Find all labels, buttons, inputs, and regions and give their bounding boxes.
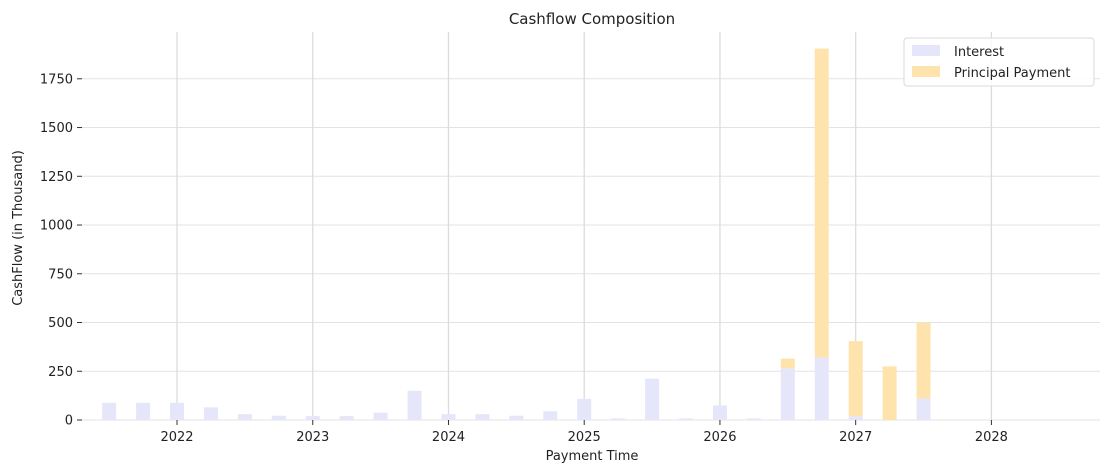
x-tick-label: 2023 — [296, 430, 329, 445]
x-tick-label: 2026 — [703, 430, 736, 445]
bar-interest — [712, 405, 727, 420]
legend-frame — [903, 37, 1095, 87]
bar-interest — [102, 402, 117, 420]
bar-interest — [543, 411, 558, 420]
bar-interest — [509, 415, 524, 420]
bar-interest — [645, 378, 660, 420]
bar-interest — [203, 407, 218, 420]
bar-principal-payment — [848, 341, 863, 417]
legend-swatch-principal-payment — [912, 66, 940, 77]
legend-label-principal-payment: Principal Payment — [954, 66, 1070, 81]
bar-interest — [136, 402, 151, 420]
y-tick-label: 250 — [48, 365, 73, 380]
bar-interest — [373, 412, 388, 420]
x-tick-label: 2027 — [839, 430, 872, 445]
bar-interest — [611, 418, 626, 420]
x-tick-label: 2028 — [975, 430, 1008, 445]
bar-interest — [780, 368, 795, 420]
bar-interest — [577, 398, 592, 420]
chart-title: Cashflow Composition — [509, 10, 675, 28]
bar-interest — [475, 414, 490, 420]
bar-principal-payment — [916, 322, 931, 399]
bar-interest — [271, 415, 286, 420]
bar-interest — [170, 402, 185, 420]
x-tick-label: 2025 — [568, 430, 601, 445]
y-axis-label: CashFlow (in Thousand) — [11, 150, 26, 306]
y-tick-label: 1500 — [40, 121, 73, 136]
bar-interest — [814, 357, 829, 420]
legend: Interest Principal Payment — [903, 37, 1095, 87]
bar-interest — [237, 414, 252, 420]
bar-principal-payment — [780, 358, 795, 369]
legend-label-interest: Interest — [954, 45, 1004, 60]
y-tick-label: 0 — [65, 414, 73, 429]
bar-interest — [441, 414, 456, 420]
bar-interest — [305, 416, 320, 420]
bar-principal-payment — [814, 48, 829, 358]
bar-interest — [679, 418, 694, 420]
y-tick-label: 750 — [48, 267, 73, 282]
y-tick-label: 1000 — [40, 219, 73, 234]
y-tick-label: 1250 — [40, 170, 73, 185]
bar-interest — [339, 416, 354, 420]
x-axis-label: Payment Time — [546, 449, 639, 464]
grid-layer — [82, 32, 1100, 421]
x-tick-label: 2024 — [432, 430, 465, 445]
bars-layer — [102, 48, 931, 420]
ticks-layer: 0 250 500 750 1000 1250 1500 1750 2022 2023 2024 20… — [40, 72, 1008, 445]
x-tick-label: 2022 — [160, 430, 193, 445]
bar-principal-payment — [882, 366, 897, 420]
bar-interest — [848, 416, 863, 420]
bar-interest — [916, 398, 931, 420]
y-tick-label: 500 — [48, 316, 73, 331]
y-tick-label: 1750 — [40, 72, 73, 87]
bar-interest — [746, 418, 761, 420]
legend-swatch-interest — [912, 45, 940, 56]
bar-interest — [407, 390, 422, 420]
